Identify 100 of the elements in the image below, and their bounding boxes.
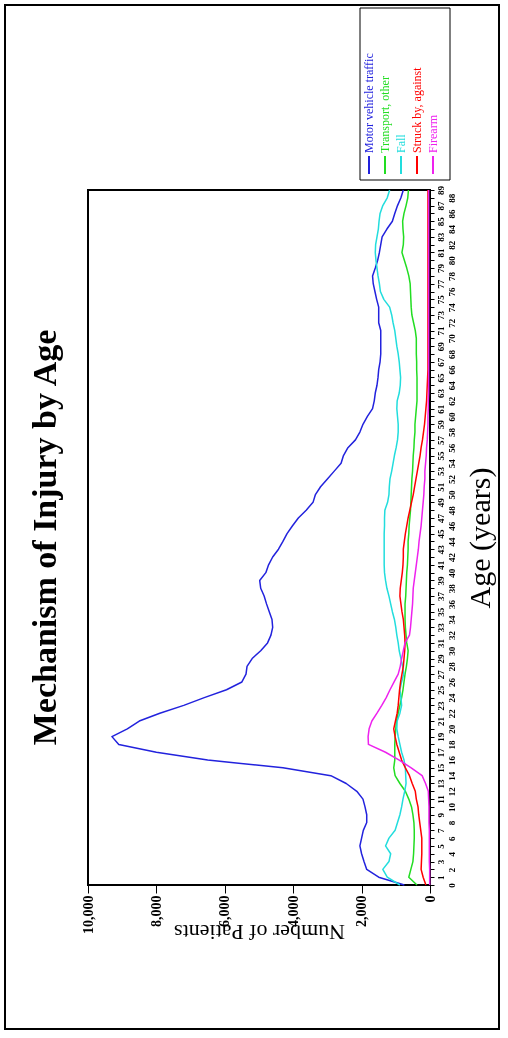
y-tick-label: 55 bbox=[435, 451, 446, 461]
y-tick-label: 77 bbox=[435, 279, 446, 289]
y-tick-label: 29 bbox=[435, 654, 446, 664]
text: Firearm bbox=[426, 114, 440, 153]
y-tick-label: 65 bbox=[435, 372, 446, 383]
y-tick-label: 36 bbox=[446, 599, 457, 609]
y-tick-label: 0 bbox=[446, 882, 457, 888]
y-tick-label: 2 bbox=[446, 867, 457, 873]
y-tick-label: 25 bbox=[435, 685, 446, 695]
y-tick-label: 71 bbox=[435, 326, 446, 336]
y-tick-label: 3 bbox=[435, 859, 446, 865]
y-tick-label: 58 bbox=[446, 427, 457, 438]
y-tick-label: 85 bbox=[435, 216, 446, 227]
y-tick-label: 44 bbox=[446, 536, 457, 547]
y-tick-label: 7 bbox=[435, 828, 446, 834]
y-tick-label: 11 bbox=[435, 794, 446, 804]
y-tick-label: 68 bbox=[446, 349, 457, 359]
y-tick-label: 87 bbox=[435, 201, 446, 211]
x-tick-label: 10,000 bbox=[80, 895, 96, 934]
y-tick-label: 79 bbox=[435, 263, 446, 274]
y-tick-label: 45 bbox=[435, 529, 446, 539]
y-tick-label: 16 bbox=[446, 755, 457, 766]
y-tick-label: 60 bbox=[446, 411, 457, 422]
y-tick-label: 18 bbox=[446, 739, 457, 750]
y-tick-label: 12 bbox=[446, 786, 457, 797]
y-tick-label: 73 bbox=[435, 310, 446, 320]
y-tick-label: 4 bbox=[446, 851, 457, 857]
y-tick-label: 75 bbox=[435, 294, 446, 305]
y-tick-label: 39 bbox=[435, 575, 446, 586]
text: Fall bbox=[394, 133, 408, 153]
y-tick-label: 21 bbox=[435, 716, 446, 727]
y-tick-label: 86 bbox=[446, 208, 457, 219]
y-tick-label: 49 bbox=[435, 497, 446, 508]
y-tick-label: 17 bbox=[435, 747, 446, 758]
x-tick-label: 0 bbox=[422, 895, 438, 903]
y-tick-label: 89 bbox=[435, 185, 446, 195]
y-tick-label: 69 bbox=[435, 341, 446, 352]
y-tick-label: 1 bbox=[435, 874, 446, 880]
text: Motor vehicle traffic bbox=[362, 53, 376, 153]
y-tick-label: 8 bbox=[446, 820, 457, 826]
y-tick-label: 30 bbox=[446, 646, 457, 656]
y-tick-label: 59 bbox=[435, 419, 446, 430]
y-tick-label: 52 bbox=[446, 474, 457, 484]
y-tick-label: 70 bbox=[446, 333, 457, 344]
y-tick-label: 27 bbox=[435, 669, 446, 680]
y-tick-label: 61 bbox=[435, 404, 446, 414]
y-tick-label: 78 bbox=[446, 271, 457, 281]
y-tick-label: 76 bbox=[446, 287, 457, 297]
y-tick-label: 82 bbox=[446, 240, 457, 250]
y-tick-label: 56 bbox=[446, 443, 457, 453]
y-tick-label: 40 bbox=[446, 568, 457, 578]
y-tick-label: 26 bbox=[446, 677, 457, 687]
y-tick-label: 31 bbox=[435, 638, 446, 648]
y-tick-label: 81 bbox=[435, 247, 446, 258]
y-tick-label: 19 bbox=[435, 732, 446, 742]
y-tick-label: 13 bbox=[435, 778, 446, 789]
y-tick-label: 46 bbox=[446, 521, 457, 531]
y-tick-label: 74 bbox=[446, 302, 457, 313]
y-tick-label: 10 bbox=[446, 802, 457, 812]
y-tick-label: 41 bbox=[435, 560, 446, 570]
y-tick-label: 57 bbox=[435, 435, 446, 445]
y-tick-label: 6 bbox=[446, 835, 457, 841]
y-tick-label: 47 bbox=[435, 513, 446, 523]
y-tick-label: 37 bbox=[435, 591, 446, 602]
y-tick-label: 20 bbox=[446, 724, 457, 734]
y-tick-label: 24 bbox=[446, 693, 457, 703]
y-tick-label: 51 bbox=[435, 482, 446, 492]
y-tick-label: 62 bbox=[446, 396, 457, 406]
y-tick-label: 67 bbox=[435, 357, 446, 367]
y-tick-label: 15 bbox=[435, 763, 446, 773]
y-tick-label: 84 bbox=[446, 224, 457, 235]
y-tick-label: 50 bbox=[446, 490, 457, 500]
x-tick-label: 8,000 bbox=[148, 895, 164, 927]
y-tick-label: 63 bbox=[435, 388, 446, 399]
y-tick-label: 22 bbox=[446, 708, 457, 719]
y-tick-label: 66 bbox=[446, 365, 457, 375]
y-tick-label: 33 bbox=[435, 622, 446, 633]
text: Mechanism of Injury by Age bbox=[26, 329, 63, 746]
y-tick-label: 34 bbox=[446, 614, 457, 625]
y-tick-label: 54 bbox=[446, 458, 457, 469]
y-tick-label: 83 bbox=[435, 232, 446, 242]
y-tick-label: 35 bbox=[435, 607, 446, 617]
y-tick-label: 43 bbox=[435, 544, 446, 555]
text: Struck by, against bbox=[410, 66, 424, 153]
y-tick-label: 80 bbox=[446, 255, 457, 266]
y-tick-label: 88 bbox=[446, 193, 457, 203]
y-tick-label: 64 bbox=[446, 380, 457, 391]
text: Transport, other bbox=[378, 76, 392, 153]
y-tick-label: 53 bbox=[435, 466, 446, 477]
y-tick-label: 5 bbox=[435, 843, 446, 849]
y-tick-label: 14 bbox=[446, 771, 457, 781]
y-tick-label: 38 bbox=[446, 583, 457, 594]
y-tick-label: 48 bbox=[446, 505, 457, 516]
y-tick-label: 23 bbox=[435, 700, 446, 711]
y-tick-label: 72 bbox=[446, 318, 457, 328]
y-tick-label: 9 bbox=[435, 812, 446, 818]
y-tick-label: 32 bbox=[446, 630, 457, 641]
y-tick-label: 28 bbox=[446, 661, 457, 672]
x-tick-label: 2,000 bbox=[354, 895, 370, 927]
y-tick-label: 42 bbox=[446, 552, 457, 563]
